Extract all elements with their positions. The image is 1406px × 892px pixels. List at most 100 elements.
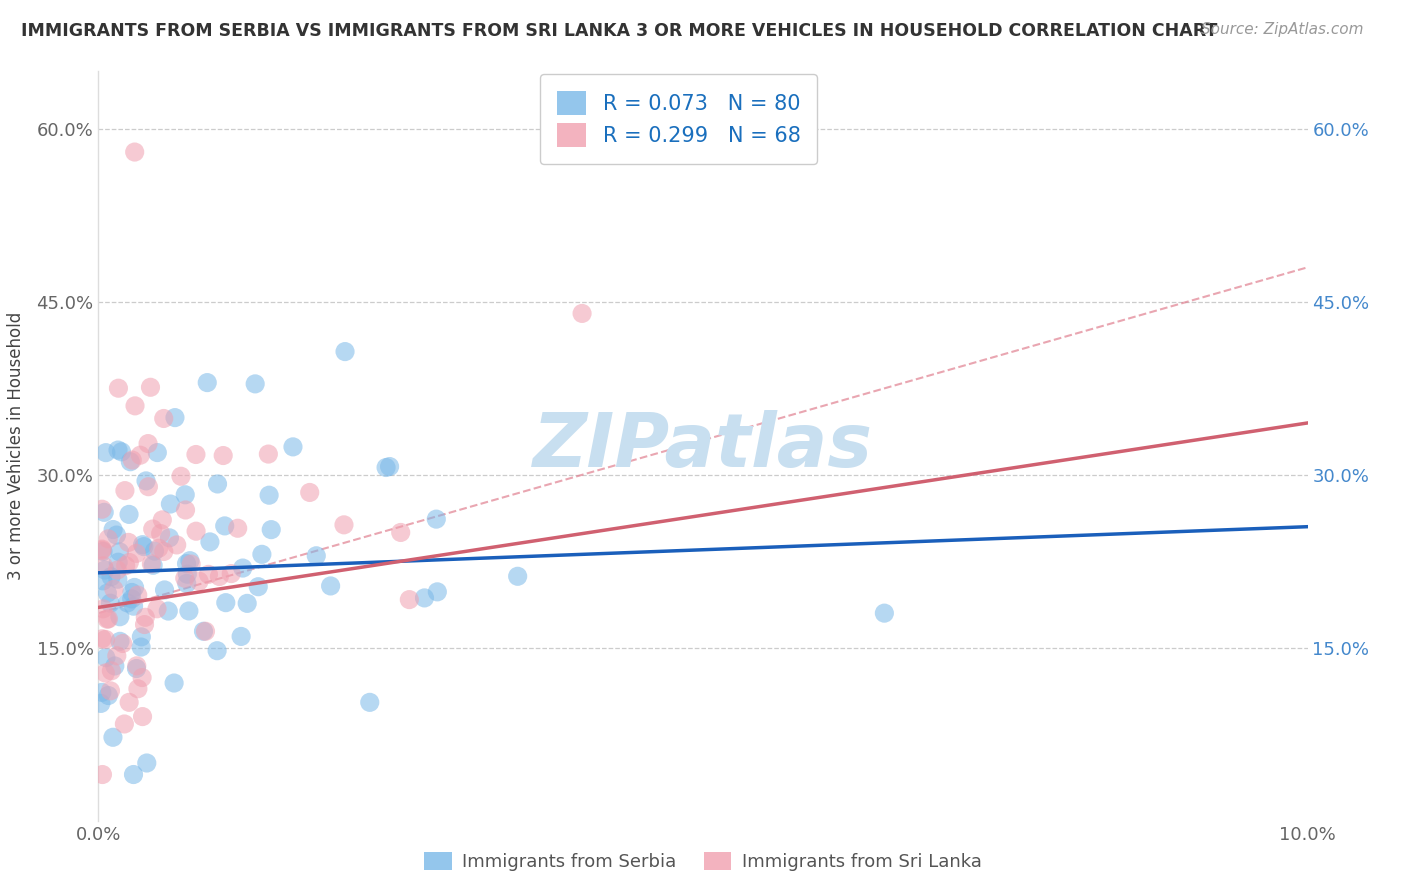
Point xyxy=(135,756,157,770)
Point xyxy=(243,376,266,391)
Point xyxy=(118,695,141,709)
Point xyxy=(112,717,135,731)
Point xyxy=(398,592,420,607)
Point xyxy=(91,602,114,616)
Point xyxy=(142,522,165,536)
Point xyxy=(184,448,207,462)
Point xyxy=(873,606,896,620)
Point xyxy=(91,632,114,646)
Text: ZIPatlas: ZIPatlas xyxy=(533,409,873,483)
Point xyxy=(426,585,449,599)
Point xyxy=(359,695,381,709)
Point xyxy=(94,632,117,647)
Point xyxy=(94,665,117,680)
Point xyxy=(215,596,238,610)
Point xyxy=(100,570,122,584)
Point xyxy=(91,574,114,588)
Point xyxy=(94,650,117,665)
Point xyxy=(150,513,173,527)
Point xyxy=(159,531,181,545)
Point xyxy=(100,683,122,698)
Point xyxy=(107,443,129,458)
Point xyxy=(260,523,283,537)
Point xyxy=(226,521,249,535)
Point xyxy=(232,561,254,575)
Point xyxy=(333,517,356,532)
Point xyxy=(153,544,176,558)
Point xyxy=(94,563,117,577)
Point xyxy=(117,596,139,610)
Point xyxy=(179,554,201,568)
Point xyxy=(146,445,169,459)
Point xyxy=(138,480,160,494)
Point xyxy=(107,555,129,569)
Point xyxy=(91,543,114,558)
Point xyxy=(176,567,198,582)
Point xyxy=(184,524,207,539)
Point xyxy=(298,485,321,500)
Point xyxy=(219,566,242,581)
Point xyxy=(131,709,153,723)
Point xyxy=(159,497,181,511)
Point xyxy=(413,591,436,605)
Point xyxy=(108,545,131,559)
Point xyxy=(108,634,131,648)
Point xyxy=(375,460,398,475)
Point xyxy=(90,685,112,699)
Point xyxy=(134,610,156,624)
Point xyxy=(157,604,180,618)
Point xyxy=(107,572,129,586)
Point xyxy=(174,503,197,517)
Point xyxy=(142,558,165,573)
Point xyxy=(506,569,529,583)
Point xyxy=(91,502,114,516)
Point xyxy=(129,448,152,462)
Point xyxy=(247,580,270,594)
Point xyxy=(93,558,115,573)
Point xyxy=(121,585,143,599)
Point xyxy=(97,689,120,703)
Point xyxy=(105,528,128,542)
Point xyxy=(214,519,236,533)
Point xyxy=(91,542,114,557)
Point xyxy=(124,145,146,159)
Point xyxy=(121,453,143,467)
Point xyxy=(127,681,149,696)
Point xyxy=(93,505,115,519)
Point xyxy=(176,576,198,591)
Point xyxy=(117,535,139,549)
Point xyxy=(571,306,593,320)
Point xyxy=(96,612,118,626)
Point xyxy=(122,599,145,614)
Point xyxy=(97,532,120,546)
Point xyxy=(100,664,122,678)
Point xyxy=(425,512,447,526)
Point xyxy=(98,596,121,610)
Point xyxy=(131,671,153,685)
Point xyxy=(143,544,166,558)
Point xyxy=(281,440,304,454)
Point xyxy=(198,535,221,549)
Point xyxy=(173,571,195,585)
Point xyxy=(90,697,112,711)
Legend: R = 0.073   N = 80, R = 0.299   N = 68: R = 0.073 N = 80, R = 0.299 N = 68 xyxy=(540,74,817,164)
Point xyxy=(163,676,186,690)
Point xyxy=(118,556,141,570)
Point xyxy=(108,609,131,624)
Point xyxy=(208,569,231,583)
Point xyxy=(124,399,146,413)
Point xyxy=(257,488,280,502)
Point xyxy=(207,477,229,491)
Point xyxy=(122,767,145,781)
Point xyxy=(305,549,328,563)
Text: IMMIGRANTS FROM SERBIA VS IMMIGRANTS FROM SRI LANKA 3 OR MORE VEHICLES IN HOUSEH: IMMIGRANTS FROM SERBIA VS IMMIGRANTS FRO… xyxy=(21,22,1218,40)
Point xyxy=(125,661,148,675)
Point xyxy=(177,604,200,618)
Point xyxy=(125,658,148,673)
Point xyxy=(107,381,129,395)
Point xyxy=(127,588,149,602)
Point xyxy=(378,459,401,474)
Point xyxy=(197,567,219,582)
Text: Source: ZipAtlas.com: Source: ZipAtlas.com xyxy=(1201,22,1364,37)
Point xyxy=(132,540,155,554)
